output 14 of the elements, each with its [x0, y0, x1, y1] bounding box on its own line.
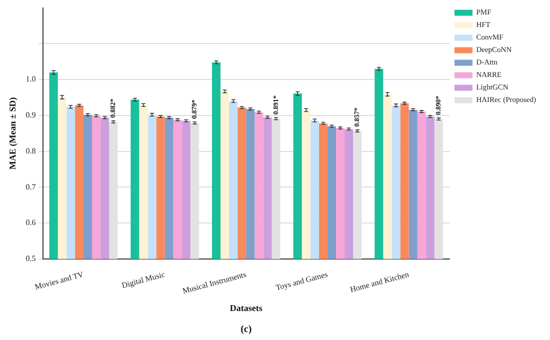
x-tick-label: Toys and Games — [274, 270, 329, 292]
y-tick-label: 0.8 — [26, 146, 36, 156]
x-tick-label: Musical Instruments — [182, 270, 248, 296]
y-axis-title: MAE (Mean ± SD) — [8, 97, 18, 170]
y-tick-label: 0.7 — [26, 182, 36, 192]
x-axis-title: Datasets — [230, 302, 263, 313]
y-tick-label: 0.9 — [26, 110, 36, 120]
text: (c) — [240, 324, 252, 335]
x-tick-label: Digital Music — [120, 270, 166, 290]
y-tick-label: 0.6 — [26, 218, 36, 228]
y-tick-label: 1.0 — [26, 74, 36, 84]
y-tick-label: 0.5 — [26, 254, 36, 264]
x-tick-label: Movies and TV — [34, 270, 85, 292]
x-tick-label: Home and Kitchen — [349, 270, 410, 294]
